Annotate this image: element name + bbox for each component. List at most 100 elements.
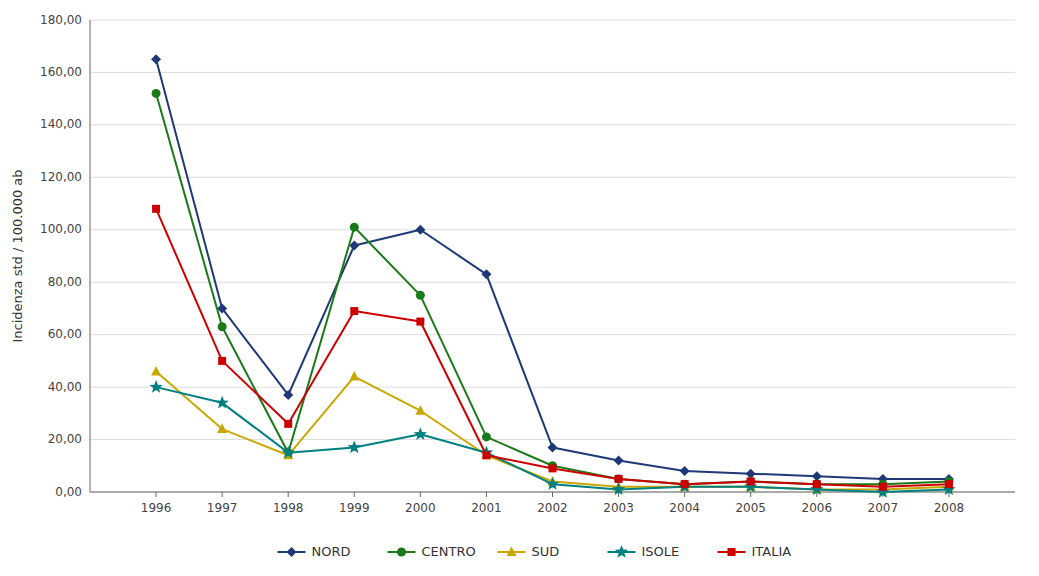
series-marker bbox=[747, 478, 755, 486]
series-marker bbox=[284, 420, 292, 428]
x-tick bbox=[486, 492, 487, 497]
grid-line bbox=[90, 387, 1015, 388]
series-marker bbox=[152, 89, 161, 98]
series bbox=[151, 54, 954, 484]
series-marker bbox=[680, 480, 689, 489]
series-marker bbox=[746, 477, 755, 486]
y-tick-label: 80,00 bbox=[48, 275, 82, 289]
y-axis-line bbox=[90, 20, 91, 492]
y-tick-label: 100,00 bbox=[40, 222, 82, 236]
legend-marker bbox=[615, 545, 628, 558]
grid-line bbox=[90, 72, 1015, 73]
y-tick-label: 160,00 bbox=[40, 65, 82, 79]
series-marker bbox=[151, 366, 161, 376]
series-marker bbox=[678, 480, 691, 493]
series-line bbox=[156, 371, 949, 489]
grid-line bbox=[90, 282, 1015, 283]
series bbox=[152, 205, 953, 491]
y-tick-label: 40,00 bbox=[48, 380, 82, 394]
series-marker bbox=[218, 322, 227, 331]
x-axis: 1996 1997 1998 1999 2000 2001 2002 2003 2004 2005… bbox=[141, 492, 964, 515]
x-tick-label: 1997 bbox=[207, 501, 238, 515]
x-tick-label: 1999 bbox=[339, 501, 370, 515]
series-marker bbox=[615, 475, 623, 483]
grid bbox=[90, 20, 1015, 492]
grid-line bbox=[90, 229, 1015, 230]
y-axis: 0,0020,0040,0060,0080,00100,00120,00140,… bbox=[40, 13, 82, 499]
legend-marker bbox=[728, 548, 736, 556]
legend-marker bbox=[507, 547, 517, 557]
x-tick bbox=[684, 492, 685, 497]
legend-marker bbox=[397, 548, 406, 557]
x-tick-label: 2004 bbox=[669, 501, 700, 515]
series-marker bbox=[812, 480, 821, 489]
series-line bbox=[156, 209, 949, 487]
series-marker bbox=[414, 427, 427, 440]
x-tick-label: 2005 bbox=[735, 501, 766, 515]
series-line bbox=[156, 59, 949, 479]
legend-label: SUD bbox=[532, 544, 560, 559]
legend-label: ISOLE bbox=[642, 544, 680, 559]
series-marker bbox=[614, 474, 623, 483]
series bbox=[152, 89, 954, 489]
x-tick-label: 1996 bbox=[141, 501, 172, 515]
grid-line bbox=[90, 124, 1015, 125]
x-tick bbox=[222, 492, 223, 497]
y-tick-label: 0,00 bbox=[55, 485, 82, 499]
x-tick-label: 2008 bbox=[934, 501, 965, 515]
series-marker bbox=[813, 480, 821, 488]
series-marker bbox=[680, 466, 690, 476]
x-tick-label: 2007 bbox=[868, 501, 899, 515]
series-marker bbox=[481, 269, 491, 279]
legend-marker bbox=[287, 547, 297, 557]
legend-label: NORD bbox=[312, 544, 351, 559]
x-tick bbox=[156, 492, 157, 497]
y-axis-label: Incidenza std / 100.000 ab bbox=[10, 169, 25, 342]
series-marker bbox=[548, 442, 558, 452]
x-tick bbox=[354, 492, 355, 497]
series-marker bbox=[549, 464, 557, 472]
x-tick-label: 2001 bbox=[471, 501, 502, 515]
series-line bbox=[156, 387, 949, 492]
series-marker bbox=[283, 390, 293, 400]
chart: 0,0020,0040,0060,0080,00100,00120,00140,… bbox=[0, 0, 1039, 576]
series-marker bbox=[149, 380, 162, 393]
series-marker bbox=[945, 480, 953, 488]
x-tick bbox=[750, 492, 751, 497]
series-marker bbox=[282, 446, 295, 459]
x-tick bbox=[288, 492, 289, 497]
y-tick-label: 120,00 bbox=[40, 170, 82, 184]
x-tick bbox=[948, 492, 949, 497]
series bbox=[151, 366, 954, 494]
series-marker bbox=[879, 483, 887, 491]
x-tick-label: 2000 bbox=[405, 501, 436, 515]
y-tick-label: 20,00 bbox=[48, 432, 82, 446]
y-tick-label: 60,00 bbox=[48, 327, 82, 341]
series-marker bbox=[482, 432, 491, 441]
series-marker bbox=[348, 440, 361, 453]
legend-label: CENTRO bbox=[422, 544, 476, 559]
series-marker bbox=[681, 480, 689, 488]
series-line bbox=[156, 93, 949, 484]
series-marker bbox=[350, 307, 358, 315]
series-marker bbox=[482, 451, 490, 459]
x-tick-label: 2003 bbox=[603, 501, 634, 515]
series-marker bbox=[546, 477, 559, 490]
series-marker bbox=[217, 424, 227, 434]
x-tick-label: 2006 bbox=[802, 501, 833, 515]
x-tick bbox=[552, 492, 553, 497]
legend-label: ITALIA bbox=[752, 544, 792, 559]
x-tick-label: 1998 bbox=[273, 501, 304, 515]
series-marker bbox=[350, 223, 359, 232]
series-marker bbox=[218, 357, 226, 365]
y-tick-label: 180,00 bbox=[40, 13, 82, 27]
x-tick-label: 2002 bbox=[537, 501, 568, 515]
series-marker bbox=[415, 405, 425, 415]
grid-line bbox=[90, 20, 1015, 21]
x-tick bbox=[420, 492, 421, 497]
series-marker bbox=[215, 396, 228, 409]
x-tick bbox=[618, 492, 619, 497]
grid-line bbox=[90, 439, 1015, 440]
series-marker bbox=[416, 291, 425, 300]
legend: NORD CENTRO SUD ISOLE ITALIA bbox=[278, 544, 792, 559]
